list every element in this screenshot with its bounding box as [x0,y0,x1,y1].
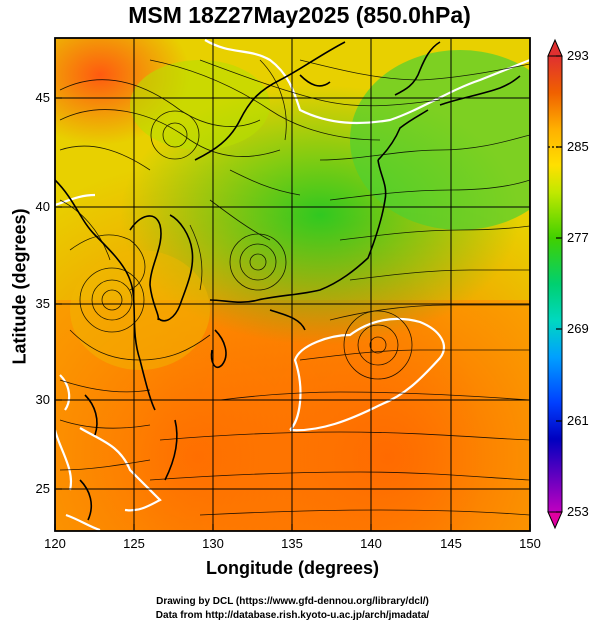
map-title: MSM 18Z27May2025 (850.0hPa) [128,2,471,28]
isotherm-contours [55,39,530,531]
colorbar-label: 253 [567,504,589,519]
x-tick-label: 130 [202,536,224,551]
colorbar: 293 285 277 269 261 253 [547,38,589,530]
colorbar-min-arrow [547,511,563,530]
wind-streamlines [59,59,530,516]
colorbar-label: 293 [567,48,589,63]
y-tick-label: 35 [36,296,50,311]
colorbar-scale [547,55,563,513]
colorbar-label: 285 [567,139,589,154]
x-tick-label: 140 [360,536,382,551]
lat-lon-grid [55,38,530,531]
credit-drawing: Drawing by DCL (https://www.gfd-dennou.o… [156,596,429,607]
y-tick-label: 30 [36,392,50,407]
credit-data: Data from http://database.rish.kyoto-u.a… [155,610,430,621]
x-tick-label: 125 [123,536,145,551]
x-tick-label: 135 [281,536,303,551]
coastlines [55,41,521,521]
x-tick-label: 150 [519,536,541,551]
axis-ticks [54,97,531,531]
x-tick-label: 145 [440,536,462,551]
colorbar-max-arrow [547,38,563,57]
y-tick-label: 25 [36,481,50,496]
y-tick-label: 45 [36,90,50,105]
x-axis-label: Longitude (degrees) [205,558,379,578]
y-axis-label: Latitude (degrees) [9,208,30,365]
colorbar-label: 261 [567,413,589,428]
y-tick-label: 40 [36,199,50,214]
colorbar-labels: 293 285 277 269 261 253 [567,48,589,519]
x-tick-label: 120 [44,536,66,551]
x-tick-labels: 120 125 130 135 140 145 150 [44,536,541,551]
y-tick-labels: 25 30 35 40 45 [36,90,50,496]
colorbar-label: 269 [567,321,589,336]
colorbar-label: 277 [567,230,589,245]
